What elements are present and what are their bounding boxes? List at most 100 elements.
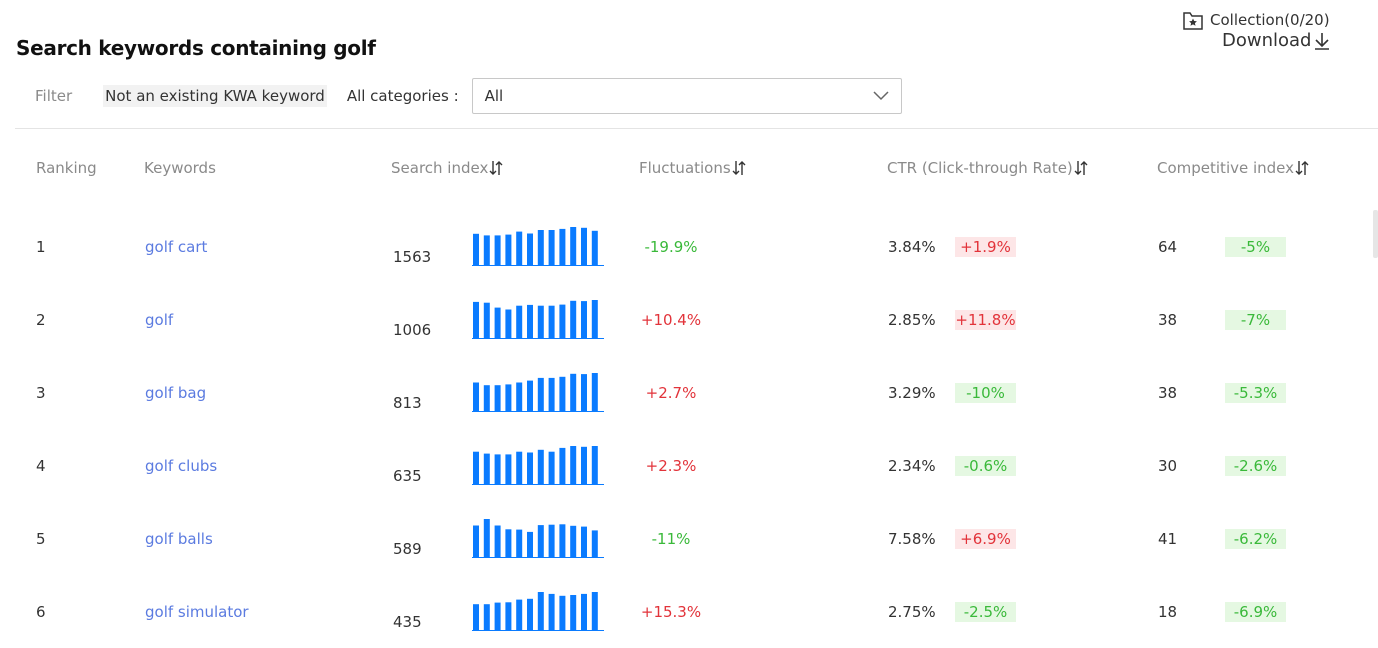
trend-bar [581, 526, 587, 557]
ctr-change-badge: -10% [955, 383, 1016, 403]
trend-bar [483, 604, 490, 630]
trend-bar [570, 525, 577, 557]
column-label-competitive: Competitive index [1157, 159, 1295, 177]
trend-bar [505, 529, 512, 557]
divider [15, 128, 1378, 129]
ctr-value: 3.29% [888, 384, 936, 402]
trend-bar [505, 309, 512, 338]
trend-sparkline [472, 592, 604, 631]
trend-sparkline [472, 227, 604, 266]
column-label-keywords: Keywords [144, 159, 216, 177]
trend-bar [473, 301, 479, 338]
trend-bar [548, 451, 555, 484]
rank-value: 4 [36, 457, 46, 475]
trend-bar [548, 230, 555, 265]
category-select[interactable]: All [471, 78, 902, 114]
trend-bar [537, 525, 544, 557]
trend-bar [537, 377, 544, 411]
keyword-link[interactable]: golf balls [145, 530, 213, 548]
trend-bar [581, 374, 587, 411]
keyword-link[interactable]: golf bag [145, 384, 207, 402]
trend-bar [559, 524, 566, 557]
keyword-link[interactable]: golf [145, 311, 174, 329]
trend-bar [505, 234, 512, 265]
search-index-value: 813 [393, 394, 422, 412]
trend-bar [548, 593, 555, 630]
trend-bar [591, 373, 598, 411]
trend-bar [527, 598, 533, 630]
competitive-change-badge: -5% [1225, 237, 1286, 257]
column-label-ctr: CTR (Click-through Rate) [887, 159, 1073, 177]
table-row: 3 golf bag 813 +2.7% 3.29% -10% 38 -5.3% [0, 356, 1378, 429]
trend-bar [527, 531, 533, 557]
download-button[interactable]: Download [1222, 30, 1331, 51]
keyword-link[interactable]: golf clubs [145, 457, 218, 475]
ctr-change-badge: +6.9% [955, 529, 1016, 549]
fluctuation-value: +2.3% [645, 457, 697, 475]
ctr-value: 2.85% [888, 311, 936, 329]
ctr-value: 7.58% [888, 530, 936, 548]
trend-bar [505, 384, 512, 411]
trend-bar [581, 446, 587, 484]
trend-bar [591, 230, 598, 265]
trend-bar [473, 451, 479, 484]
ctr-value: 2.75% [888, 603, 936, 621]
ctr-change-badge: +11.8% [955, 310, 1016, 330]
table-row: 2 golf 1006 +10.4% 2.85% +11.8% 38 -7% [0, 283, 1378, 356]
trend-sparkline [472, 446, 604, 485]
trend-bar [527, 380, 533, 411]
competitive-value: 38 [1158, 311, 1178, 329]
keyword-link[interactable]: golf simulator [145, 603, 249, 621]
column-label-fluctuations: Fluctuations [639, 159, 731, 177]
competitive-value: 38 [1158, 384, 1178, 402]
trend-bar [494, 602, 501, 630]
page-title: Search keywords containing golf [16, 36, 376, 60]
trend-sparkline [472, 373, 604, 412]
column-header-search-index: Search index [391, 159, 503, 177]
scrollbar[interactable] [1373, 210, 1378, 258]
column-header-keywords: Keywords [144, 159, 216, 177]
rank-value: 6 [36, 603, 46, 621]
sort-icon[interactable] [489, 159, 503, 177]
trend-bar [537, 305, 544, 338]
competitive-value: 18 [1158, 603, 1178, 621]
trend-bar [581, 227, 587, 265]
trend-bar [581, 593, 587, 630]
sort-icon[interactable] [1074, 159, 1088, 177]
trend-sparkline [472, 519, 604, 558]
fluctuation-value: +15.3% [640, 603, 702, 621]
chevron-down-icon [873, 91, 889, 101]
table-row: 5 golf balls 589 -11% 7.58% +6.9% 41 -6.2% [0, 502, 1378, 575]
column-label-search-index: Search index [391, 159, 489, 177]
search-index-value: 435 [393, 613, 422, 631]
filter-chip-not-existing[interactable]: Not an existing KWA keyword [103, 85, 327, 107]
sort-icon[interactable] [732, 159, 746, 177]
filter-label: Filter [35, 87, 73, 105]
fluctuation-value: -19.9% [644, 238, 698, 256]
trend-bar [494, 525, 501, 557]
trend-bar [559, 304, 566, 338]
folder-star-icon [1183, 12, 1203, 30]
rank-value: 2 [36, 311, 46, 329]
trend-sparkline [472, 300, 604, 339]
trend-bar [494, 385, 501, 411]
trend-bar [591, 530, 598, 557]
trend-bar [505, 602, 512, 630]
trend-bar [559, 447, 566, 484]
trend-bar [473, 604, 479, 630]
trend-bar [483, 385, 490, 411]
trend-bar [516, 529, 523, 557]
keyword-link[interactable]: golf cart [145, 238, 208, 256]
trend-bar [473, 233, 479, 265]
trend-bar [516, 231, 523, 265]
sort-icon[interactable] [1295, 159, 1309, 177]
trend-bar [581, 301, 587, 338]
trend-bar [548, 524, 555, 557]
collection-button[interactable]: Collection(0/20) [1182, 9, 1330, 31]
ctr-value: 2.34% [888, 457, 936, 475]
trend-bar [559, 376, 566, 411]
search-index-value: 1006 [393, 321, 432, 339]
trend-bar [570, 300, 577, 338]
trend-bar [548, 305, 555, 338]
trend-bar [570, 595, 577, 630]
